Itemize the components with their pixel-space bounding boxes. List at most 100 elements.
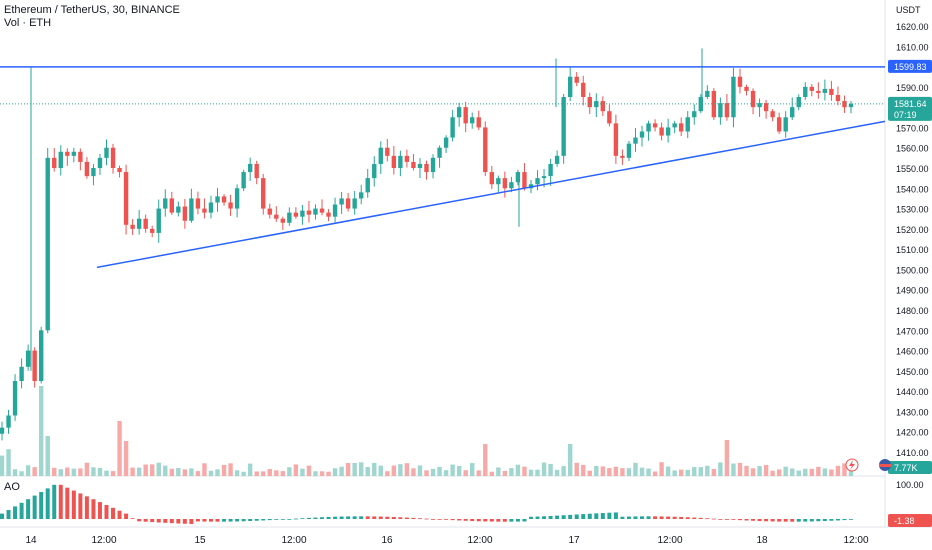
candle-body xyxy=(358,192,364,199)
price-tick-label: 1420.00 xyxy=(896,428,929,438)
ao-bar xyxy=(568,514,573,519)
volume-bar xyxy=(705,465,710,476)
candle-body xyxy=(561,97,566,156)
price-tick-label: 1490.00 xyxy=(896,286,929,296)
ao-bar xyxy=(764,519,769,522)
ao-bar xyxy=(509,519,514,522)
ao-bar xyxy=(208,519,213,522)
volume-bar xyxy=(385,471,390,476)
ao-bar xyxy=(692,517,697,519)
candle-body xyxy=(411,161,416,168)
candle-body xyxy=(267,208,272,215)
volume-bar xyxy=(32,467,37,476)
volume-bar xyxy=(809,468,815,476)
candle-body xyxy=(6,415,11,428)
price-tick-label: 1500.00 xyxy=(896,265,929,275)
ao-bar xyxy=(463,519,468,521)
volume-bar xyxy=(404,463,410,476)
price-tick-label: 1450.00 xyxy=(896,367,929,377)
volume-bar xyxy=(365,467,370,476)
ao-bar xyxy=(515,519,520,522)
volume-bar xyxy=(372,462,377,476)
symbol-title[interactable]: Ethereum / TetherUS, 30, BINANCE xyxy=(4,4,180,16)
candle-body xyxy=(215,196,220,203)
candle-body xyxy=(280,218,286,223)
volume-bar xyxy=(783,466,788,476)
ao-bar xyxy=(796,519,801,522)
ao-bar xyxy=(391,516,396,519)
ao-bar xyxy=(424,518,429,520)
ao-bar xyxy=(261,519,266,521)
volume-bar xyxy=(483,444,488,476)
last-price-badge-text: 07:19 xyxy=(894,110,917,120)
candle-body xyxy=(567,76,573,97)
ao-bar xyxy=(235,519,240,522)
candle-body xyxy=(763,103,769,112)
volume-bar xyxy=(535,469,540,476)
candle-body xyxy=(750,90,756,108)
volume-bar xyxy=(776,469,782,476)
ao-bar xyxy=(685,517,690,519)
volume-bar xyxy=(502,470,508,476)
volume-bar xyxy=(306,465,312,476)
ao-bar xyxy=(52,484,57,519)
volume-bar xyxy=(143,464,148,476)
ao-bar xyxy=(666,516,671,519)
volume-bars xyxy=(0,386,854,476)
candle-body xyxy=(52,157,57,168)
ao-bar xyxy=(555,515,560,519)
volume-bar xyxy=(646,468,651,476)
ao-bar xyxy=(176,519,181,524)
candle-body xyxy=(757,103,762,108)
time-tick-label: 12:00 xyxy=(467,535,492,546)
ao-bar xyxy=(78,493,83,519)
volume-bar xyxy=(665,466,671,476)
volume-bar xyxy=(581,464,586,476)
volume-bar xyxy=(52,467,57,476)
volume-bar xyxy=(208,470,214,476)
volume-bar xyxy=(672,470,677,476)
candle-body xyxy=(25,350,31,367)
candle-body xyxy=(130,224,135,229)
ao-bar xyxy=(163,519,168,523)
volume-bar xyxy=(724,440,730,476)
volume-bar xyxy=(156,462,161,476)
volume-legend[interactable]: Vol · ETH xyxy=(4,17,52,29)
volume-bar xyxy=(835,465,841,476)
ao-bar xyxy=(287,518,292,520)
volume-bar xyxy=(574,462,579,476)
candle-body xyxy=(176,206,181,213)
lightning-icon-glyph xyxy=(849,460,855,470)
candle-body xyxy=(97,157,103,168)
candle-body xyxy=(234,188,240,209)
volume-bar xyxy=(234,470,240,476)
ao-legend[interactable]: AO xyxy=(4,481,20,493)
ao-bar xyxy=(483,519,488,522)
ao-bar xyxy=(254,519,259,521)
ao-bar xyxy=(731,519,736,520)
ao-bar xyxy=(411,517,416,519)
ao-bar xyxy=(829,519,834,521)
candle-body xyxy=(620,155,625,158)
ao-bar xyxy=(372,516,377,519)
price-tick-label: 1430.00 xyxy=(896,407,929,417)
ao-bar xyxy=(672,516,677,519)
volume-bar xyxy=(12,469,18,476)
candle-body xyxy=(633,137,638,144)
volume-bar xyxy=(202,463,207,476)
volume-bar xyxy=(770,470,775,476)
candle-body xyxy=(535,178,540,185)
ao-bar xyxy=(457,519,462,521)
ao-bar xyxy=(751,519,756,521)
candle-body xyxy=(548,163,553,177)
candle-body xyxy=(463,107,468,124)
ao-bar xyxy=(91,499,96,519)
volume-bar xyxy=(274,470,279,476)
volume-bar xyxy=(750,468,756,476)
candle-body xyxy=(685,117,690,132)
ao-bar xyxy=(195,519,200,522)
candle-body xyxy=(744,86,749,91)
price-tick-label: 1480.00 xyxy=(896,306,929,316)
candle-body xyxy=(241,172,246,189)
